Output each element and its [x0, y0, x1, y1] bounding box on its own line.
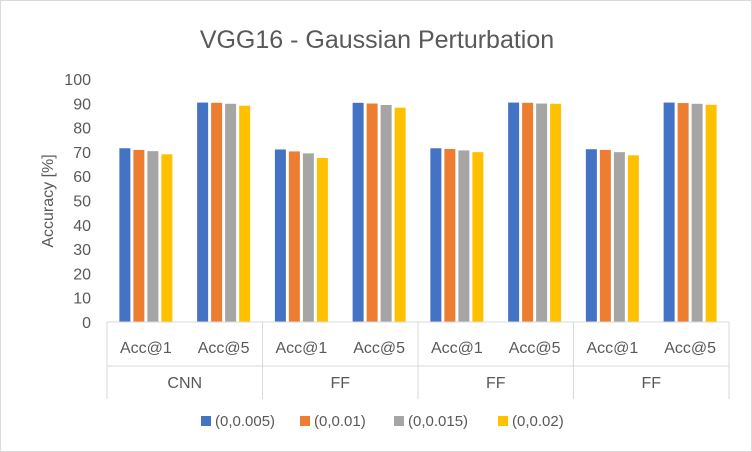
- legend-swatch: [498, 416, 508, 426]
- x-tick-label: Acc@1: [431, 340, 483, 357]
- group-label: FF: [641, 375, 661, 392]
- x-tick-label: Acc@1: [120, 340, 172, 357]
- bar: [352, 102, 364, 323]
- bar: [663, 102, 675, 322]
- bar: [380, 105, 392, 322]
- x-tick-label: Acc@5: [353, 340, 405, 357]
- bar: [705, 104, 717, 323]
- bar: [627, 155, 639, 322]
- legend-label: (0,0.02): [512, 413, 564, 430]
- bar: [472, 152, 484, 322]
- x-tick-label: Acc@5: [509, 340, 561, 357]
- bar: [430, 148, 442, 322]
- bar: [585, 149, 597, 322]
- legend-label: (0,0.01): [314, 413, 366, 430]
- bar: [161, 154, 173, 322]
- y-axis-label: Accuracy [%]: [40, 154, 57, 247]
- bar: [444, 148, 456, 322]
- bar: [691, 103, 703, 322]
- bar: [288, 151, 300, 322]
- bar: [508, 102, 520, 322]
- legend-swatch: [300, 416, 310, 426]
- bar: [677, 103, 689, 322]
- y-tick-label: 40: [73, 218, 91, 235]
- bar: [133, 149, 145, 322]
- y-tick-label: 50: [73, 194, 91, 211]
- y-tick-label: 90: [73, 96, 91, 113]
- y-tick-label: 0: [82, 315, 91, 332]
- bar: [458, 150, 470, 322]
- bar: [274, 149, 286, 322]
- legend-label: (0,0.015): [408, 413, 468, 430]
- legend-swatch: [201, 416, 211, 426]
- bar: [225, 103, 237, 322]
- x-tick-label: Acc@5: [198, 340, 250, 357]
- bar: [550, 103, 562, 322]
- y-tick-label: 80: [73, 121, 91, 138]
- bar: [613, 152, 625, 322]
- y-tick-label: 20: [73, 266, 91, 283]
- bar: [394, 107, 406, 322]
- x-tick-label: Acc@1: [586, 340, 638, 357]
- group-label: FF: [486, 375, 506, 392]
- bar: [366, 103, 378, 322]
- bar: [316, 157, 328, 322]
- x-tick-label: Acc@1: [275, 340, 327, 357]
- legend-label: (0,0.005): [215, 413, 275, 430]
- group-label: FF: [330, 375, 350, 392]
- bar: [119, 148, 131, 322]
- group-label: CNN: [167, 375, 202, 392]
- bar: [197, 102, 209, 322]
- y-tick-label: 30: [73, 242, 91, 259]
- bar: [211, 102, 223, 323]
- bar: [147, 151, 159, 322]
- bar: [239, 105, 251, 322]
- y-tick-label: 60: [73, 169, 91, 186]
- y-tick-label: 10: [73, 291, 91, 308]
- x-tick-label: Acc@5: [664, 340, 716, 357]
- bar: [599, 149, 611, 322]
- y-tick-label: 100: [64, 72, 91, 89]
- chart-title: VGG16 - Gaussian Perturbation: [200, 26, 554, 54]
- legend-swatch: [394, 416, 404, 426]
- bar: [522, 102, 534, 323]
- y-tick-label: 70: [73, 145, 91, 162]
- bar: [302, 153, 314, 322]
- bar: [536, 103, 548, 322]
